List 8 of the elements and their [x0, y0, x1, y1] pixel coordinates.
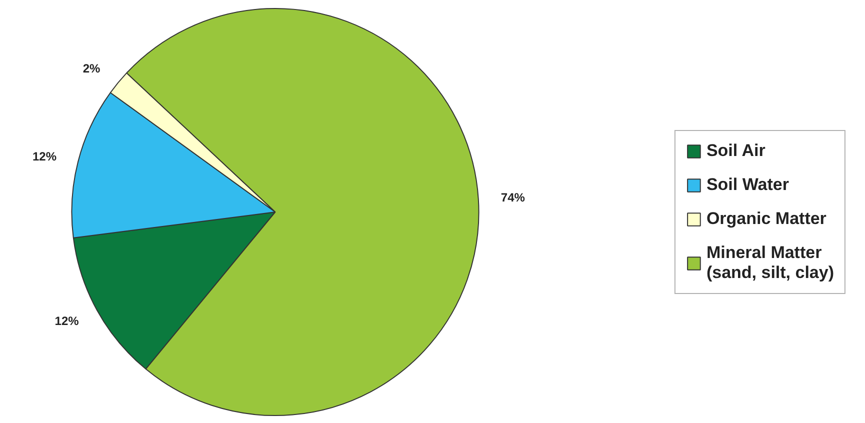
data-label: 74% — [500, 190, 526, 204]
data-label: 12% — [32, 149, 57, 164]
legend-label: Soil Air — [706, 140, 766, 160]
data-label: 12% — [54, 314, 80, 328]
legend-label: Mineral Matter (sand, silt, clay) — [706, 242, 834, 282]
data-label: 2% — [82, 62, 101, 76]
legend-label: Soil Water — [706, 174, 789, 194]
legend-label: Organic Matter — [706, 208, 826, 228]
